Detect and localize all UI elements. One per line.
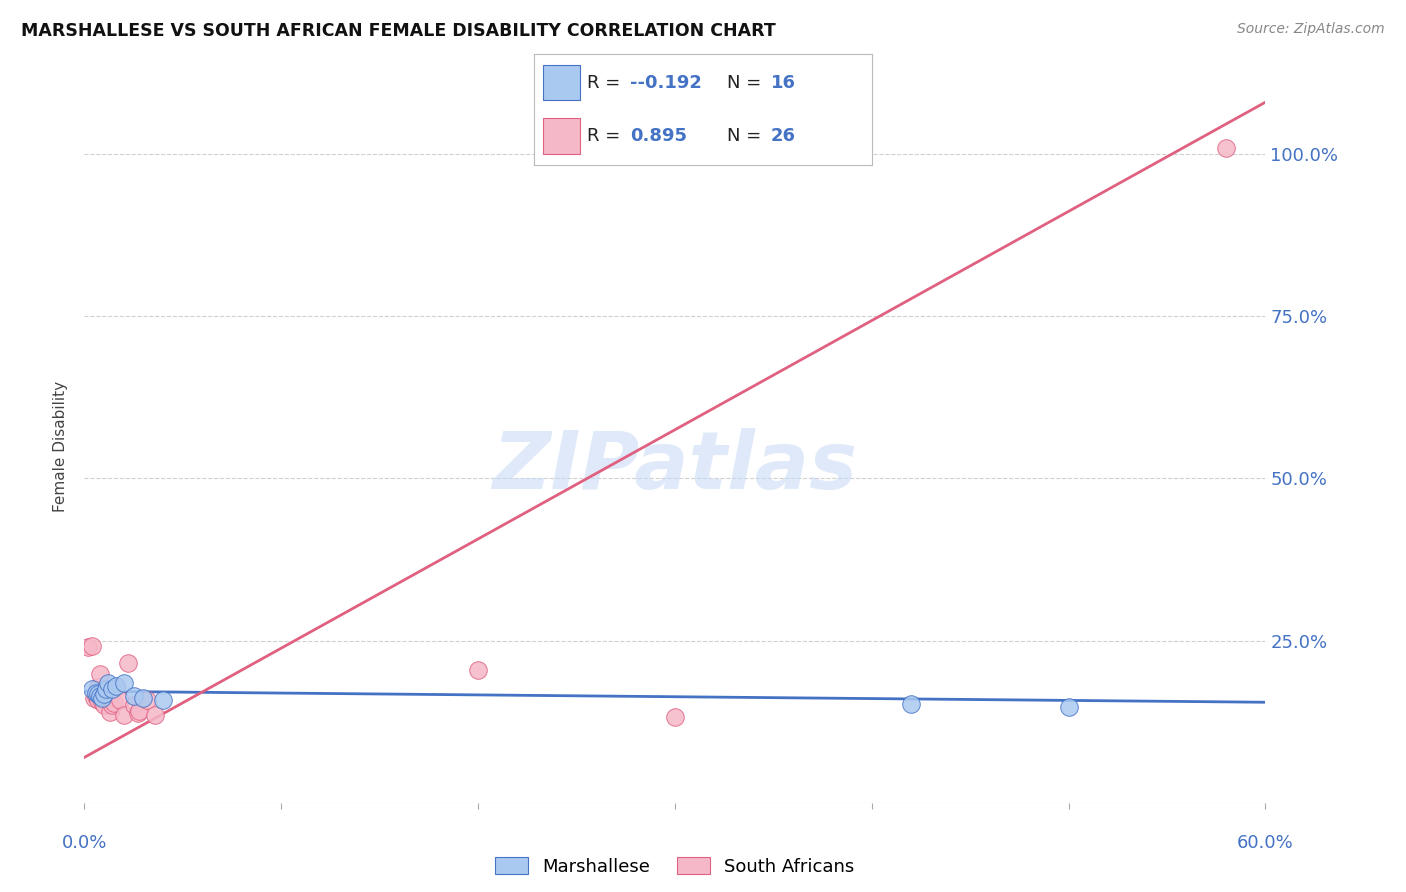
Point <box>82 682 104 697</box>
Point <box>143 708 166 723</box>
Text: N =: N = <box>727 73 766 92</box>
Bar <box>543 119 579 154</box>
Text: 16: 16 <box>770 73 796 92</box>
Point <box>122 698 145 713</box>
Text: N =: N = <box>727 127 766 145</box>
Text: 60.0%: 60.0% <box>1237 834 1294 852</box>
Point <box>467 663 489 677</box>
Point <box>104 679 127 693</box>
Point <box>97 693 120 707</box>
Point <box>122 689 145 703</box>
Point <box>900 697 922 711</box>
Point <box>112 675 135 690</box>
Point <box>132 690 155 705</box>
Text: 26: 26 <box>770 127 796 145</box>
Point <box>91 690 114 705</box>
Point <box>87 693 110 707</box>
Point <box>152 693 174 707</box>
Point <box>1215 140 1237 154</box>
Text: 0.895: 0.895 <box>630 127 688 145</box>
Point <box>664 710 686 724</box>
Point <box>87 687 110 701</box>
Point <box>87 681 110 695</box>
Point <box>93 698 115 713</box>
Point <box>82 639 104 653</box>
Point <box>98 705 121 719</box>
Point <box>84 689 107 703</box>
Y-axis label: Female Disability: Female Disability <box>53 380 69 512</box>
Text: 0.0%: 0.0% <box>62 834 107 852</box>
Point <box>101 698 124 713</box>
Point <box>93 687 115 701</box>
Text: R =: R = <box>586 127 626 145</box>
Bar <box>543 65 579 101</box>
Legend: Marshallese, South Africans: Marshallese, South Africans <box>488 850 862 883</box>
Point <box>104 681 127 695</box>
Point <box>89 689 111 703</box>
Point <box>136 693 159 707</box>
Point <box>128 704 150 718</box>
Point <box>97 675 120 690</box>
Point <box>77 640 100 654</box>
Point <box>117 657 139 671</box>
Point <box>103 696 125 710</box>
Text: MARSHALLESE VS SOUTH AFRICAN FEMALE DISABILITY CORRELATION CHART: MARSHALLESE VS SOUTH AFRICAN FEMALE DISA… <box>21 22 776 40</box>
Point <box>101 682 124 697</box>
Point <box>112 708 135 723</box>
Text: R =: R = <box>586 73 626 92</box>
Point <box>83 690 105 705</box>
Text: ZIPatlas: ZIPatlas <box>492 428 858 507</box>
Point <box>89 667 111 681</box>
Point <box>127 706 149 721</box>
Point <box>1057 699 1080 714</box>
Text: Source: ZipAtlas.com: Source: ZipAtlas.com <box>1237 22 1385 37</box>
Text: --0.192: --0.192 <box>630 73 703 92</box>
Point <box>84 685 107 699</box>
Point <box>108 693 131 707</box>
Point <box>91 695 114 709</box>
Point <box>94 690 117 705</box>
Point <box>94 682 117 697</box>
